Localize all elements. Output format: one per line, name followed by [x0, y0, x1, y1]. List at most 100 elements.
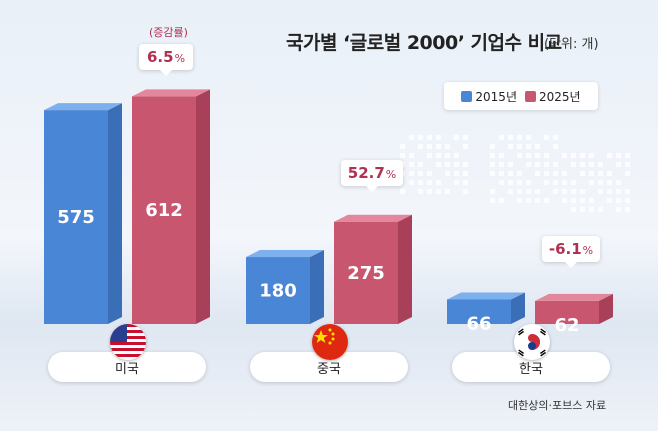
- map-dot: [544, 135, 549, 140]
- map-dot: [598, 207, 603, 212]
- map-dot: [517, 144, 522, 149]
- map-dot: [463, 180, 468, 185]
- map-dot: [490, 198, 495, 203]
- map-dot: [589, 198, 594, 203]
- map-dot: [445, 189, 450, 194]
- map-dot: [427, 180, 432, 185]
- map-dot: [544, 180, 549, 185]
- map-dot: [454, 135, 459, 140]
- map-dot: [445, 162, 450, 167]
- map-dot: [490, 189, 495, 194]
- map-dot: [607, 198, 612, 203]
- map-dot: [526, 144, 531, 149]
- map-dot: [580, 189, 585, 194]
- map-dot: [517, 135, 522, 140]
- map-dot: [508, 135, 513, 140]
- legend-label-2015: 2015년: [475, 89, 517, 104]
- map-dot: [418, 144, 423, 149]
- map-dot: [463, 162, 468, 167]
- map-dot: [616, 153, 621, 158]
- map-dot: [409, 171, 414, 176]
- map-dot: [454, 180, 459, 185]
- map-dot: [436, 144, 441, 149]
- legend-item-2015: 2015년: [461, 88, 517, 105]
- map-dot: [445, 144, 450, 149]
- map-dot: [616, 189, 621, 194]
- map-dot: [571, 207, 576, 212]
- map-dot: [535, 198, 540, 203]
- change-callout-cn: 52.7%: [341, 160, 403, 192]
- map-dot: [463, 135, 468, 140]
- map-dot: [571, 180, 576, 185]
- map-dot: [499, 135, 504, 140]
- map-dot: [418, 171, 423, 176]
- map-dot: [409, 162, 414, 167]
- map-dot: [418, 189, 423, 194]
- map-dot: [508, 144, 513, 149]
- map-dot: [517, 153, 522, 158]
- map-dot: [400, 144, 405, 149]
- map-dot: [535, 162, 540, 167]
- map-dot: [499, 180, 504, 185]
- map-dot: [436, 135, 441, 140]
- bar-value-label: 66: [466, 313, 491, 334]
- source-note: 대한상의·포브스 자료: [508, 399, 607, 412]
- map-dot: [400, 153, 405, 158]
- map-dot: [526, 153, 531, 158]
- map-dot: [580, 153, 585, 158]
- map-dot: [409, 153, 414, 158]
- map-dot: [589, 162, 594, 167]
- map-dot: [562, 171, 567, 176]
- map-dot: [490, 144, 495, 149]
- korea-flag-icon: [514, 324, 550, 360]
- map-dot: [580, 162, 585, 167]
- map-dot: [508, 189, 513, 194]
- map-dot: [436, 189, 441, 194]
- map-dot: [499, 153, 504, 158]
- map-dot: [553, 171, 558, 176]
- map-dot: [517, 180, 522, 185]
- map-dot: [616, 162, 621, 167]
- china-flag-icon: [312, 324, 348, 360]
- map-dot: [607, 171, 612, 176]
- change-callout-us: 6.5%: [139, 44, 193, 76]
- map-dot: [445, 153, 450, 158]
- map-dot: [517, 198, 522, 203]
- map-dot: [499, 162, 504, 167]
- chart-title: 국가별 ‘글로벌 2000’ 기업수 비교: [286, 32, 562, 54]
- map-dot: [544, 171, 549, 176]
- map-dot: [607, 153, 612, 158]
- map-dot: [571, 198, 576, 203]
- change-callout-kr: -6.1%: [542, 236, 600, 268]
- change-value-kr: -6.1: [548, 240, 582, 258]
- map-dot: [517, 171, 522, 176]
- map-dot: [508, 162, 513, 167]
- map-dot: [454, 162, 459, 167]
- change-value-cn: 52.7: [347, 164, 385, 182]
- map-dot: [436, 153, 441, 158]
- map-dot: [616, 180, 621, 185]
- change-rate-label: (증감률): [149, 26, 188, 39]
- map-dot: [553, 135, 558, 140]
- map-dot: [562, 189, 567, 194]
- bar-value-label: 275: [347, 263, 385, 284]
- map-dot: [400, 189, 405, 194]
- map-dot: [463, 144, 468, 149]
- map-dot: [499, 171, 504, 176]
- map-dot: [625, 189, 630, 194]
- bar-2025-0: [132, 89, 210, 324]
- legend-item-2025: 2025년: [525, 88, 581, 105]
- map-dot: [427, 135, 432, 140]
- map-dot: [517, 189, 522, 194]
- map-dot: [625, 162, 630, 167]
- map-dot: [562, 180, 567, 185]
- map-dot: [562, 153, 567, 158]
- bar-2015-1: [246, 250, 324, 324]
- map-dot: [535, 144, 540, 149]
- map-dot: [553, 162, 558, 167]
- map-dot: [508, 180, 513, 185]
- map-dot: [436, 162, 441, 167]
- map-dot: [607, 189, 612, 194]
